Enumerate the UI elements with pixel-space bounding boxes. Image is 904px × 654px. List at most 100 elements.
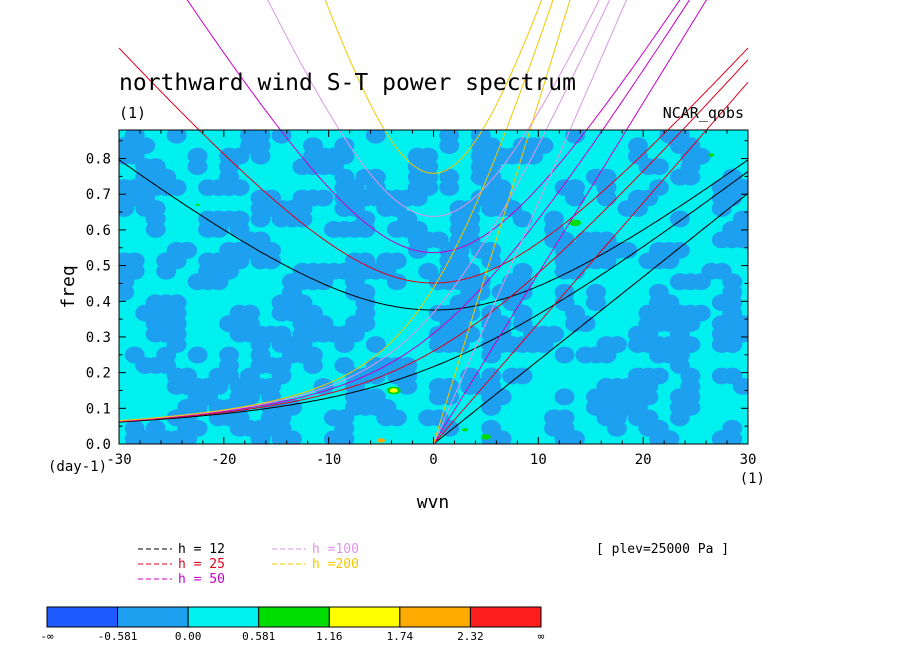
field-patch-low bbox=[439, 419, 460, 437]
field-patch-low bbox=[533, 336, 554, 353]
field-patch-low bbox=[669, 210, 690, 228]
y-tick-label: 0.4 bbox=[86, 294, 111, 310]
field-patch-low bbox=[313, 378, 334, 395]
axis-ticks bbox=[118, 130, 749, 445]
field-patch-low bbox=[365, 336, 386, 353]
field-patch-high bbox=[389, 388, 398, 393]
field-patch-low bbox=[565, 430, 585, 444]
field-patch-high bbox=[461, 428, 468, 432]
y-unit-label: (day-1) bbox=[48, 459, 107, 475]
field-patch-low bbox=[334, 336, 355, 353]
field-patch-low bbox=[481, 346, 502, 364]
colorbar-label: 0.581 bbox=[242, 630, 275, 643]
field-patch-low bbox=[554, 346, 575, 364]
field-patch-low bbox=[722, 430, 743, 444]
legend-label-h12: h = 12 bbox=[178, 542, 225, 557]
source-label: NCAR_qobs bbox=[663, 104, 744, 122]
x-unit-label: (1) bbox=[740, 471, 765, 487]
field-patch-low bbox=[250, 147, 271, 165]
field-patch-low bbox=[407, 241, 428, 259]
ig1-curve-h200 bbox=[324, 0, 543, 174]
field-patch-low bbox=[166, 130, 187, 144]
y-tick-label: 0.3 bbox=[86, 330, 111, 346]
legend-label-h200: h =200 bbox=[312, 557, 359, 572]
kelvin-curve-h25 bbox=[433, 81, 749, 445]
dispersion-curves bbox=[118, 0, 749, 445]
field-patch-low bbox=[407, 189, 428, 207]
colorbar-label: -∞ bbox=[40, 630, 54, 643]
kelvin-curve-h200 bbox=[433, 0, 571, 445]
field-patch-low bbox=[119, 200, 135, 217]
colorbar-swatch bbox=[187, 606, 260, 628]
field-patch-low bbox=[313, 273, 334, 291]
field-patch-low bbox=[439, 179, 460, 196]
y-tick-label: 0.7 bbox=[86, 187, 111, 203]
field-patch-low bbox=[334, 430, 355, 444]
colorbar-label: ∞ bbox=[538, 630, 545, 643]
field-patch-low bbox=[606, 419, 627, 437]
field-patch-low bbox=[732, 231, 748, 249]
field-patch-low bbox=[596, 346, 617, 364]
field-patch-low bbox=[261, 252, 281, 270]
field-patch-low bbox=[711, 200, 732, 217]
mrg-curve-h12 bbox=[118, 170, 749, 423]
field-patch-high bbox=[195, 203, 200, 207]
field-patch-high bbox=[377, 438, 386, 443]
y-tick-label: 0.1 bbox=[86, 401, 111, 417]
x-tick-label: 10 bbox=[530, 452, 547, 468]
y-tick-label: 0.2 bbox=[86, 366, 111, 382]
colorbar-swatch bbox=[46, 606, 119, 628]
field-patch-low bbox=[732, 378, 748, 395]
chart-subtitle: (1) bbox=[119, 104, 146, 122]
field-patch-low bbox=[119, 283, 135, 301]
colorbar-swatch bbox=[258, 606, 330, 628]
plev-label: [ plev=25000 Pa ] bbox=[596, 542, 729, 557]
x-tick-label: -30 bbox=[106, 452, 131, 468]
legend-label-h100: h =100 bbox=[312, 542, 359, 557]
field-patch-low bbox=[491, 430, 512, 444]
y-tick-label: 0.0 bbox=[86, 437, 111, 453]
mrg-curve-h200 bbox=[118, 0, 554, 422]
field-patch-low bbox=[596, 189, 617, 207]
field-patch-low bbox=[512, 210, 533, 228]
field-patch-low bbox=[439, 388, 460, 406]
field-patch-low bbox=[208, 273, 229, 291]
field-patch-low bbox=[449, 336, 470, 353]
field-patch-low bbox=[156, 262, 177, 280]
field-patch-low bbox=[565, 189, 585, 207]
y-axis-label: freq bbox=[58, 265, 79, 308]
field-patch-low bbox=[722, 336, 743, 353]
field-patch-high bbox=[708, 153, 715, 157]
y-tick-label: 0.5 bbox=[86, 259, 111, 275]
colorbar-label: 1.16 bbox=[316, 630, 343, 643]
field-patch-low bbox=[187, 346, 208, 364]
ig1-curve-h25 bbox=[118, 47, 749, 284]
field-patch-low bbox=[397, 378, 418, 395]
kelvin-curve-h100 bbox=[433, 0, 627, 445]
field-patch-low bbox=[282, 430, 302, 444]
colorbar-label: 0.00 bbox=[175, 630, 202, 643]
field-patch-low bbox=[302, 357, 323, 374]
x-axis-label: wvn bbox=[417, 492, 450, 513]
colorbar-swatch bbox=[328, 606, 401, 628]
mrg-curve-h25 bbox=[118, 59, 749, 422]
field-patch-low bbox=[439, 137, 460, 155]
chart-title: northward wind S-T power spectrum bbox=[119, 70, 576, 96]
field-patch-low bbox=[690, 273, 711, 291]
field-patch-low bbox=[271, 130, 292, 144]
field-patch-low bbox=[386, 409, 407, 427]
field-patch-low bbox=[386, 273, 407, 291]
field-patch-low bbox=[669, 409, 690, 427]
field-patch-high bbox=[569, 219, 582, 227]
field-patch-low bbox=[355, 221, 376, 238]
field-patch-low bbox=[177, 430, 198, 444]
colorbar-label: -0.581 bbox=[98, 630, 138, 643]
field-patch-high bbox=[480, 434, 491, 440]
field-patch-low bbox=[229, 179, 250, 196]
field-patch-low bbox=[648, 158, 669, 176]
colorbar: -∞ -0.581 0.00 0.581 1.16 1.74 2.32 ∞ bbox=[40, 606, 545, 643]
legend-label-h50: h = 50 bbox=[178, 572, 225, 587]
contour-field bbox=[119, 130, 748, 444]
